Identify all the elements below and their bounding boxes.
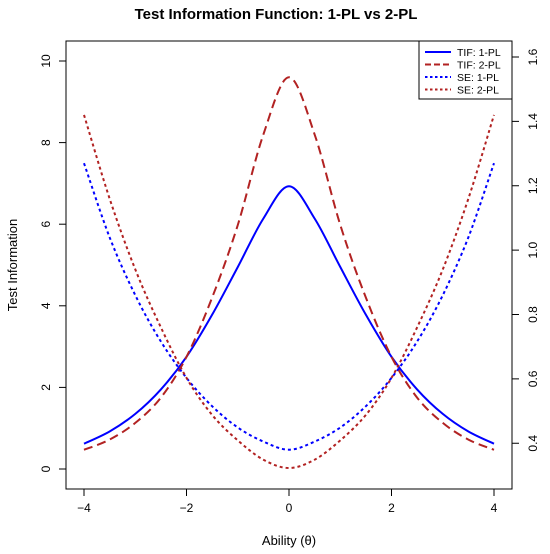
y-tick-label: 2 — [39, 384, 53, 391]
y2-tick-label: 1.4 — [526, 113, 540, 130]
x-axis-label: Ability (θ) — [262, 533, 316, 548]
x-tick-label: 4 — [491, 501, 498, 515]
axes: −4 −2 0 2 4 0 2 4 6 8 10 0.4 0.6 0.8 1.0 1.2 1.4 1.6 — [39, 48, 540, 515]
series-line-1 — [83, 185, 495, 445]
y-axis-label: Test Information — [5, 219, 20, 312]
y-tick-label: 4 — [39, 302, 53, 309]
legend-label: SE: 1-PL — [457, 72, 499, 84]
y-tick-label: 10 — [39, 54, 53, 68]
x-tick-label: −2 — [180, 501, 194, 515]
x-tick-label: −4 — [77, 501, 91, 515]
legend-label: TIF: 2-PL — [457, 60, 501, 72]
y2-tick-label: 1.0 — [526, 241, 540, 258]
series-line-3 — [83, 162, 495, 451]
legend-box — [418, 40, 513, 100]
y2-tick-label: 1.6 — [526, 48, 540, 65]
y2-tick-label: 0.4 — [526, 435, 540, 452]
series-line-2 — [83, 76, 495, 451]
legend-label: SE: 2-PL — [457, 85, 499, 97]
y2-tick-label: 0.8 — [526, 306, 540, 323]
series-lines — [83, 76, 495, 470]
x-tick-label: 2 — [388, 501, 395, 515]
y2-tick-label: 0.6 — [526, 370, 540, 387]
y-tick-label: 0 — [39, 465, 53, 472]
y-tick-label: 8 — [39, 139, 53, 146]
legend-label: TIF: 1-PL — [457, 47, 501, 59]
chart-title: Test Information Function: 1-PL vs 2-PL — [135, 6, 418, 23]
y2-tick-label: 1.2 — [526, 177, 540, 194]
y-tick-label: 6 — [39, 221, 53, 228]
series-line-4 — [83, 114, 495, 470]
x-tick-label: 0 — [286, 501, 293, 515]
